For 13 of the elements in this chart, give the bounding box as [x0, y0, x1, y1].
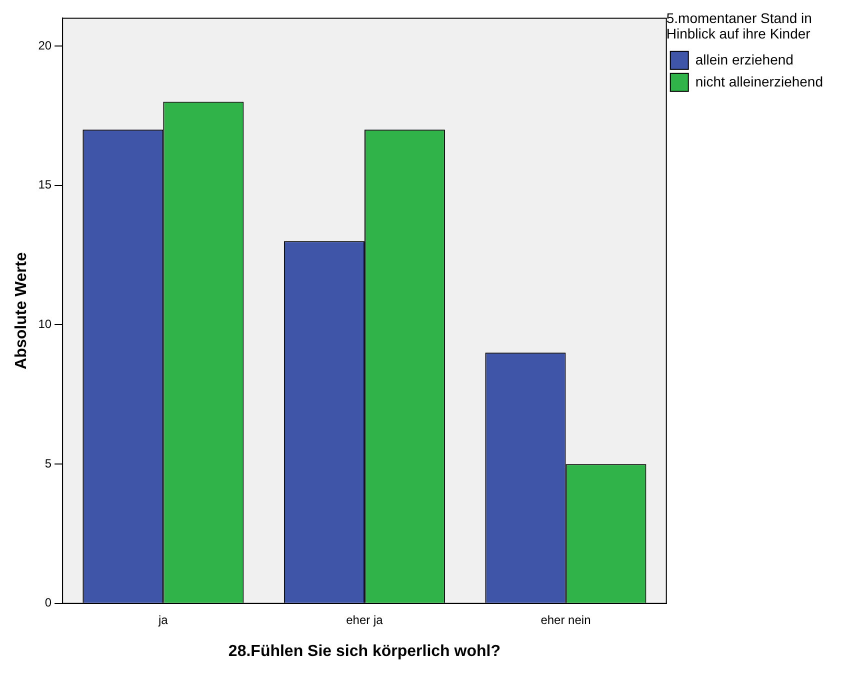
y-tick-label: 20	[38, 38, 52, 52]
y-tick-label: 5	[44, 456, 52, 470]
legend-title: 5.momentaner Stand in Hinblick auf ihre Kinder	[666, 10, 812, 42]
y-axis-title: Absolute Werte	[13, 252, 30, 370]
x-tick-label: eher ja	[346, 612, 384, 627]
x-tick-label: eher nein	[540, 612, 591, 627]
y-tick-label: 0	[44, 596, 52, 610]
legend-label: nicht alleinerziehend	[695, 73, 823, 90]
x-tick-label: ja	[158, 612, 168, 627]
y-tick-label: 10	[38, 317, 52, 332]
legend-label: allein erziehend	[695, 51, 794, 68]
x-axis-title: 28.Fühlen Sie sich körperlich wohl?	[228, 642, 500, 660]
y-tick-label: 15	[38, 178, 52, 192]
